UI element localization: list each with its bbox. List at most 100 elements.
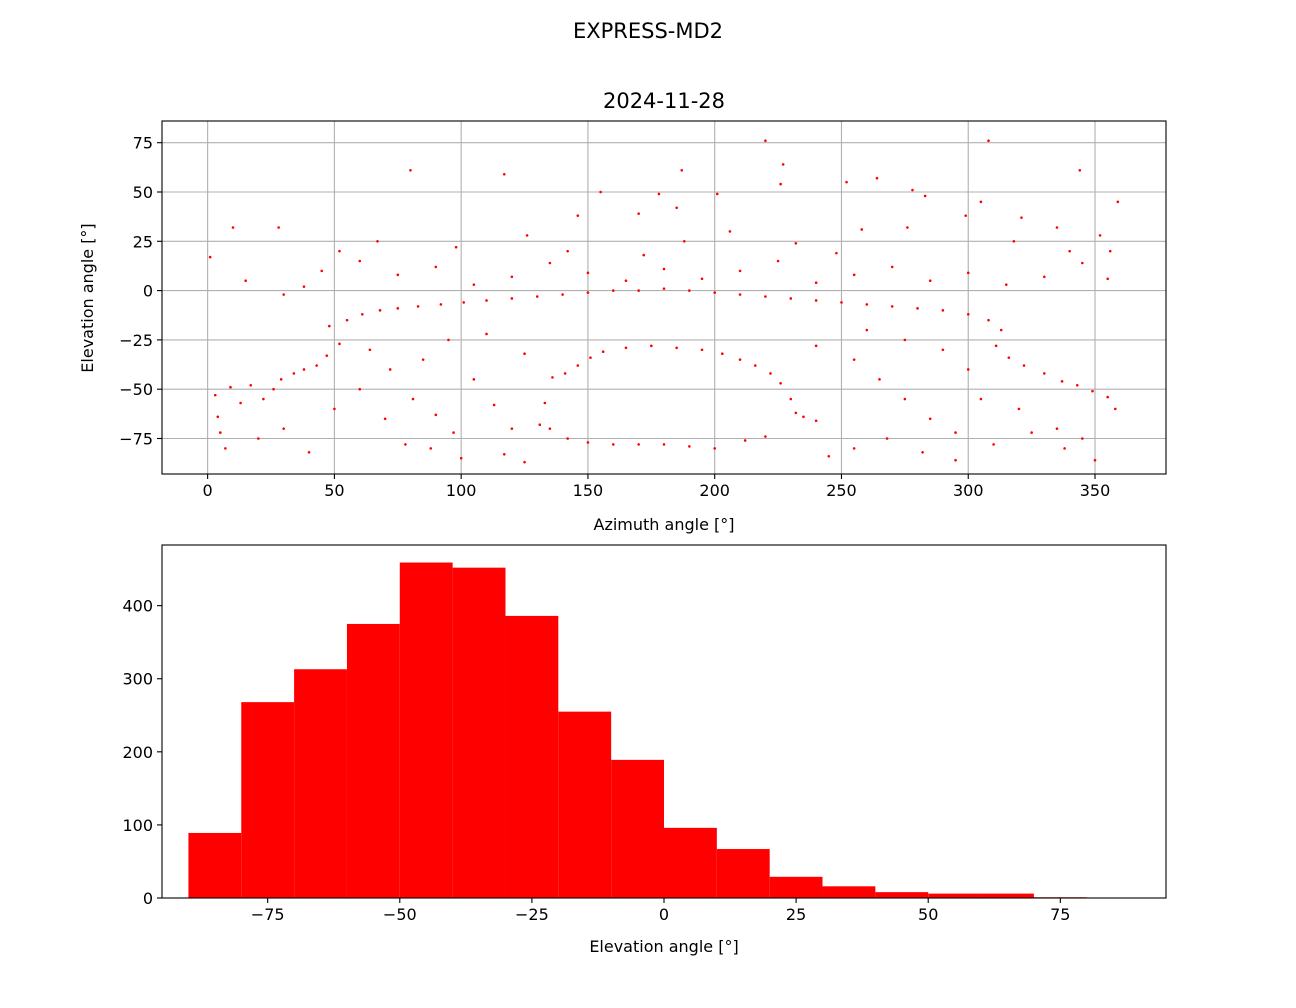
scatter-point xyxy=(650,344,653,348)
scatter-point xyxy=(345,318,349,322)
scatter-point xyxy=(906,226,909,229)
scatter-point xyxy=(814,344,818,348)
histogram-ytick-label: 0 xyxy=(143,889,153,908)
histogram-ytick-label: 400 xyxy=(122,597,153,616)
scatter-grid xyxy=(162,121,1166,474)
scatter-point xyxy=(376,239,379,243)
scatter-point xyxy=(860,228,864,231)
histogram-xtick-label: 0 xyxy=(659,905,669,924)
scatter-point xyxy=(624,346,628,350)
histogram-ticks: −75 −50 −25 0 25 50 75 0 100 200 300 400 xyxy=(122,597,1070,924)
scatter-xtick-label: 300 xyxy=(953,481,984,500)
scatter-point xyxy=(1081,437,1084,440)
scatter-point xyxy=(525,234,529,237)
scatter-point xyxy=(662,443,666,446)
scatter-point xyxy=(637,212,640,215)
scatter-point xyxy=(208,255,212,259)
scatter-point xyxy=(1043,275,1046,279)
scatter-point xyxy=(447,338,450,342)
scatter-ytick-label: 75 xyxy=(133,134,153,153)
scatter-point xyxy=(700,348,704,352)
scatter-point xyxy=(589,356,592,359)
scatter-point xyxy=(966,271,970,275)
scatter-point xyxy=(229,385,232,389)
scatter-point xyxy=(485,332,488,336)
scatter-xtick-label: 0 xyxy=(203,481,213,500)
scatter-point xyxy=(865,328,869,332)
scatter-point xyxy=(941,309,945,312)
scatter-point xyxy=(535,295,539,298)
scatter-point xyxy=(987,318,990,322)
scatter-point xyxy=(1098,234,1102,237)
scatter-point xyxy=(523,352,526,356)
scatter-point xyxy=(315,364,318,367)
scatter-point xyxy=(472,283,476,286)
histogram-bar xyxy=(822,886,876,898)
scatter-point xyxy=(485,299,488,302)
scatter-point xyxy=(1113,407,1117,411)
scatter-point xyxy=(680,169,684,172)
scatter-point xyxy=(262,397,265,401)
scatter-point xyxy=(1116,200,1120,204)
histogram-bar xyxy=(769,876,823,898)
scatter-point xyxy=(586,271,590,275)
histogram-ytick-label: 200 xyxy=(122,743,153,762)
scatter-point xyxy=(439,303,443,306)
scatter-point xyxy=(231,226,235,229)
histogram-bar xyxy=(875,892,929,898)
scatter-point xyxy=(743,439,747,442)
scatter-point xyxy=(715,192,719,196)
histogram-ytick-label: 100 xyxy=(122,816,153,835)
scatter-point xyxy=(1004,283,1008,286)
scatter-point xyxy=(753,364,757,367)
scatter-point xyxy=(814,299,818,302)
scatter-point xyxy=(875,176,879,180)
scatter-ytick-label: −25 xyxy=(119,331,153,350)
histogram-bar xyxy=(188,832,242,898)
scatter-point xyxy=(789,297,793,300)
histogram-bar xyxy=(928,893,982,898)
scatter-point xyxy=(333,407,336,411)
scatter-point xyxy=(928,417,932,421)
scatter-point xyxy=(338,342,341,346)
scatter-point xyxy=(510,297,514,300)
scatter-point xyxy=(502,172,506,176)
scatter-xtick-label: 100 xyxy=(446,481,477,500)
scatter-point xyxy=(388,368,392,371)
scatter-point xyxy=(279,378,283,381)
scatter-point xyxy=(814,419,818,423)
scatter-point xyxy=(358,387,362,391)
scatter-point xyxy=(1081,261,1084,265)
scatter-point xyxy=(325,354,329,357)
scatter-point xyxy=(409,169,412,172)
scatter-point xyxy=(538,423,542,426)
scatter-point xyxy=(1108,249,1112,253)
scatter-ytick-label: 0 xyxy=(143,282,153,301)
scatter-point xyxy=(307,451,311,454)
scatter-point xyxy=(611,443,615,446)
histogram-xtick-label: −25 xyxy=(515,905,549,924)
scatter-point xyxy=(1055,226,1059,229)
scatter-point xyxy=(277,226,280,229)
scatter-point xyxy=(462,301,466,304)
scatter-point xyxy=(360,312,364,316)
scatter-point xyxy=(302,368,306,371)
scatter-point xyxy=(890,305,894,308)
scatter-point xyxy=(794,241,798,245)
scatter-frame xyxy=(161,120,1167,475)
histogram-axes: −75 −50 −25 0 25 50 75 0 100 200 300 400 Elevation … xyxy=(122,544,1167,956)
scatter-point xyxy=(941,348,945,352)
scatter-ylabel: Elevation angle [°] xyxy=(78,223,97,372)
scatter-point xyxy=(916,307,919,310)
scatter-point xyxy=(213,393,217,397)
scatter-point xyxy=(576,214,580,217)
scatter-point xyxy=(1043,372,1046,375)
scatter-point xyxy=(249,383,253,387)
scatter-point xyxy=(411,397,415,401)
scatter-xtick-label: 50 xyxy=(324,481,344,500)
scatter-point xyxy=(421,358,425,361)
scatter-point xyxy=(835,251,838,255)
scatter-point xyxy=(776,259,780,263)
histogram-xtick-label: 75 xyxy=(1050,905,1070,924)
scatter-axes: 2024-11-28 0 50 100 150 200 250 300 350−75−50−2… xyxy=(78,89,1167,534)
